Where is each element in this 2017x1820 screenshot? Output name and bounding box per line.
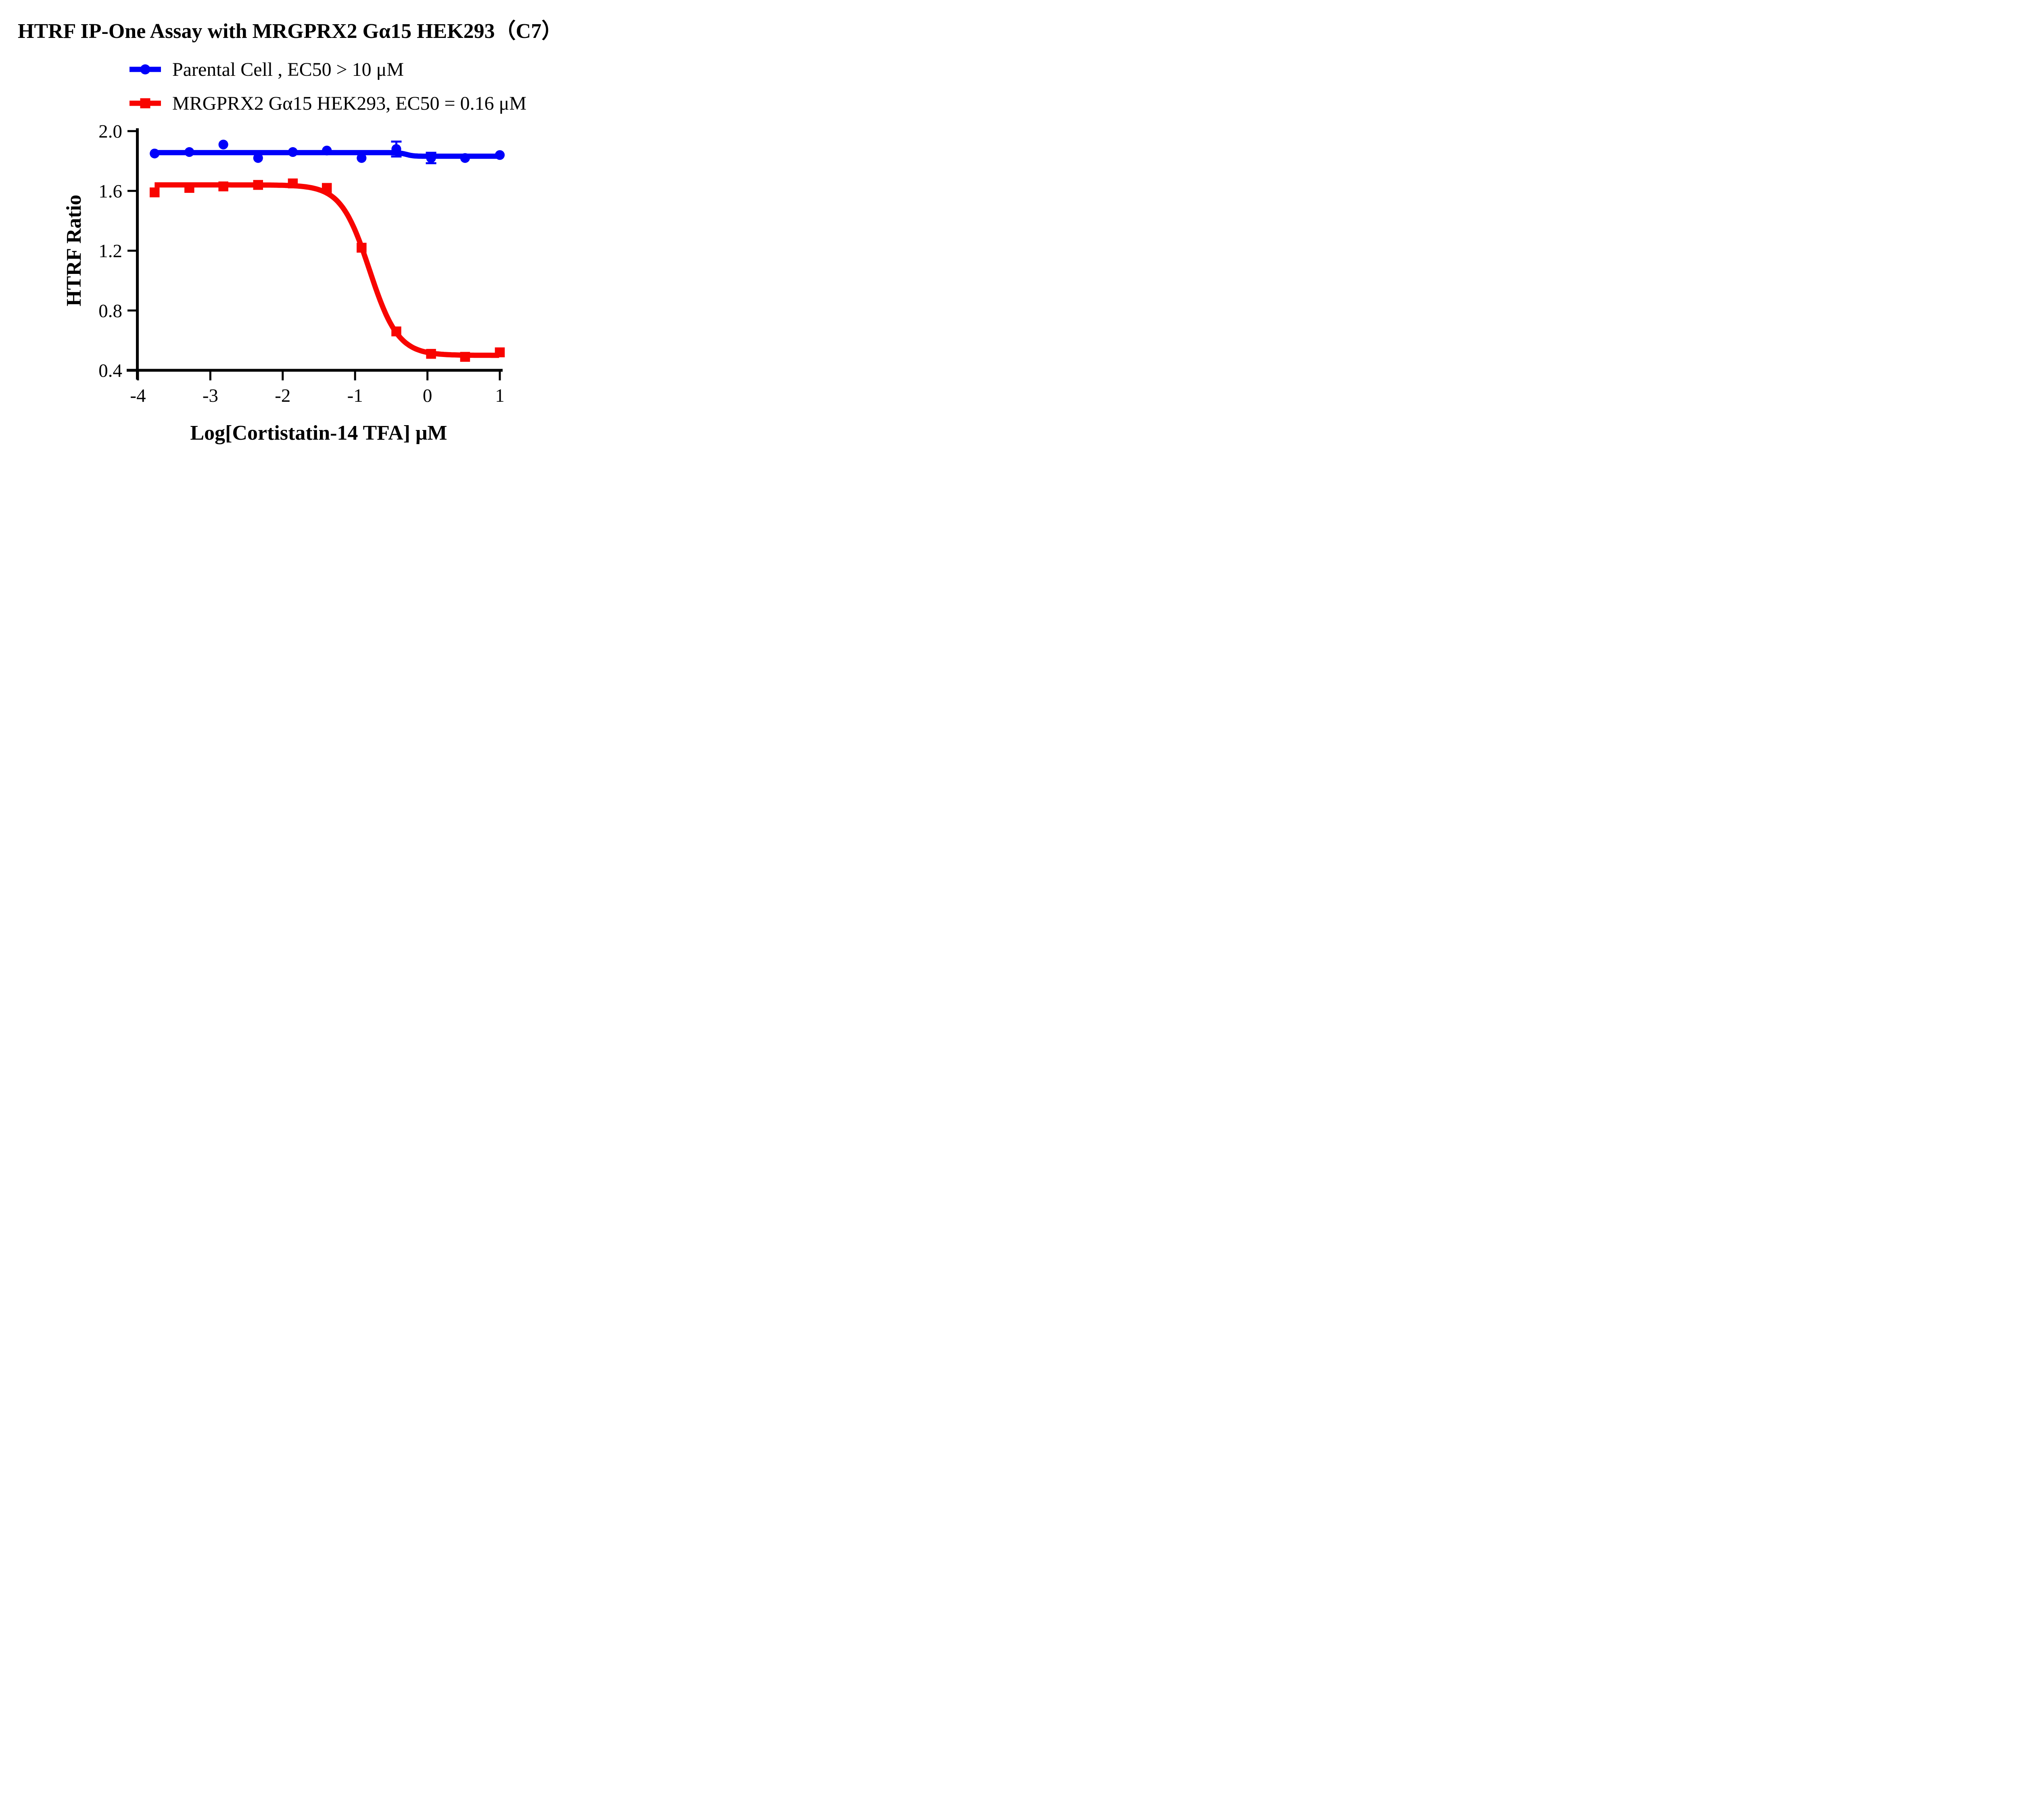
legend: Parental Cell , EC50 > 10 μM MRGPRX2 Gα1… [129,58,527,114]
data-point-parental [460,153,470,163]
x-tick-label: 0 [423,385,432,406]
data-point-parental [150,148,160,159]
plot-area: 2.0 1.6 1.2 0.8 0.4 -4 -3 -2 -1 0 1 Log[Cortistati… [63,121,505,445]
data-point-parental [357,153,367,163]
data-point-parental [184,147,194,157]
y-axis-title: HTRF Ratio [63,195,86,307]
x-tick-label: -2 [275,385,290,406]
data-point-mrgprx2 [288,178,298,188]
data-point-parental [288,147,298,157]
data-point-mrgprx2 [150,187,160,198]
data-point-mrgprx2 [460,352,470,362]
data-point-parental [253,153,263,163]
x-tick-label: -4 [130,385,146,406]
legend-item-mrgprx2: MRGPRX2 Gα15 HEK293, EC50 = 0.16 μM [129,92,527,114]
data-point-mrgprx2 [218,181,228,192]
chart-title: HTRF IP-One Assay with MRGPRX2 Gα15 HEK2… [18,20,563,43]
mrgprx2-legend-marker-icon [129,98,161,109]
data-point-mrgprx2 [184,183,194,193]
y-tick-label: 0.4 [98,360,122,381]
x-tick-label: 1 [495,385,505,406]
data-point-parental [218,140,228,150]
y-tick-label: 0.8 [98,301,122,321]
data-point-mrgprx2 [391,326,401,336]
square-marker-icon [140,98,150,109]
y-tick-label: 2.0 [98,121,122,142]
data-point-mrgprx2 [426,349,436,359]
data-point-parental [426,153,436,163]
parental-legend-marker-icon [129,64,161,75]
legend-item-parental: Parental Cell , EC50 > 10 μM [129,58,526,80]
legend-label-parental: Parental Cell , EC50 > 10 μM [172,58,404,80]
data-point-parental [322,146,332,156]
data-point-mrgprx2 [253,180,263,190]
data-point-parental [391,144,401,154]
figure-canvas: HTRF IP-One Assay with MRGPRX2 Gα15 HEK2… [0,0,631,455]
legend-label-mrgprx2: MRGPRX2 Gα15 HEK293, EC50 = 0.16 μM [172,92,527,114]
y-tick-label: 1.6 [98,181,122,202]
y-tick-label: 1.2 [98,241,122,262]
x-tick-label: -1 [347,385,363,406]
data-point-parental [495,150,505,160]
data-point-mrgprx2 [322,183,332,193]
circle-marker-icon [140,64,150,75]
x-tick-label: -3 [203,385,218,406]
mrgprx2-fit-curve [155,182,499,358]
data-point-mrgprx2 [357,242,367,253]
x-axis-title: Log[Cortistatin-14 TFA] μM [190,422,447,445]
data-point-mrgprx2 [495,347,505,357]
